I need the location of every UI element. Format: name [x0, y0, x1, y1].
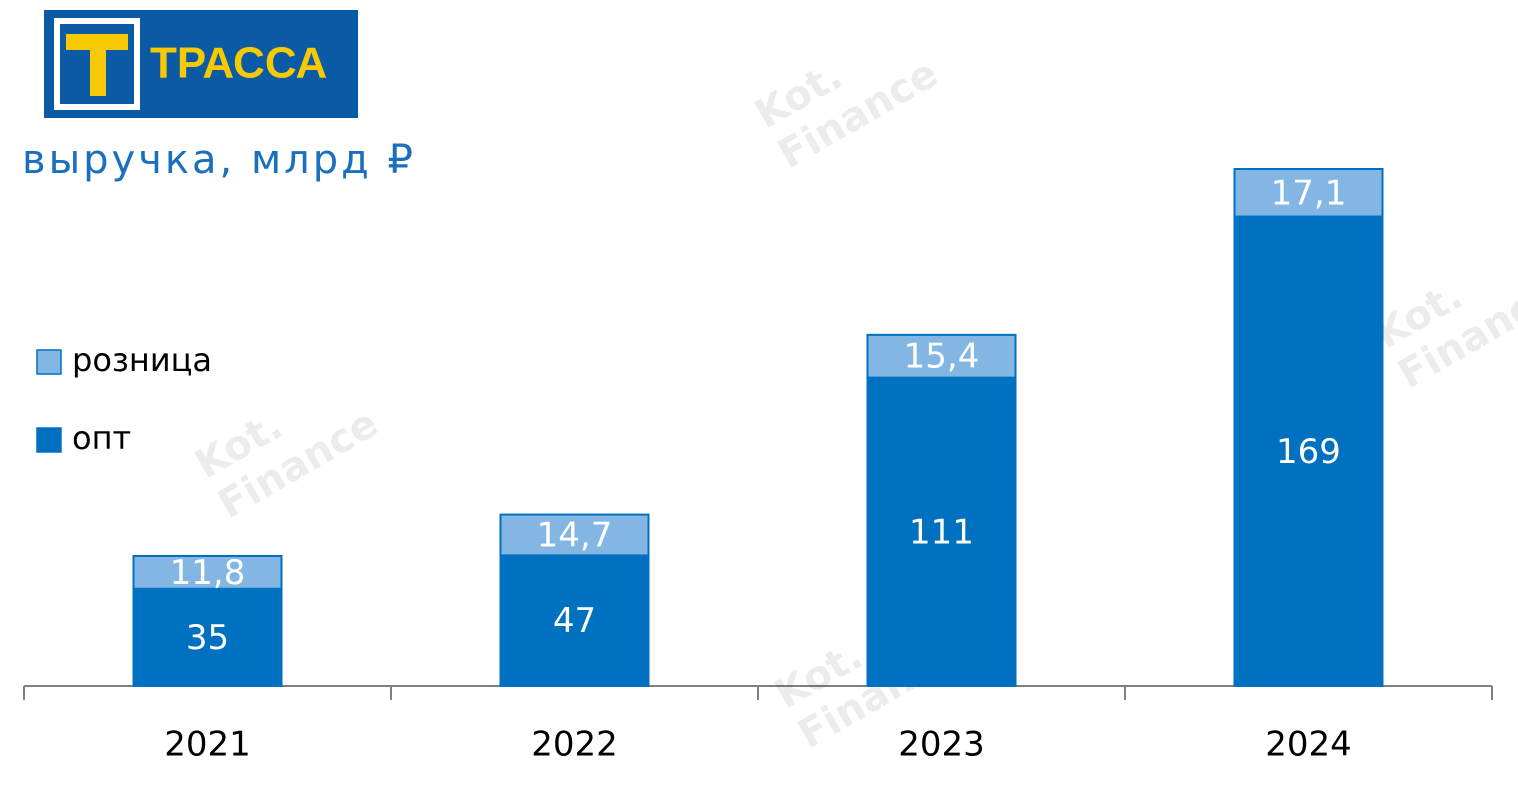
bar-segment	[866, 333, 1017, 379]
chart-title: выручка, млрд ₽	[22, 137, 416, 183]
data-label: 17,1	[1271, 173, 1347, 213]
logo-icon-stem	[90, 34, 106, 96]
bar-segment	[499, 554, 650, 687]
watermark: Kot.Finance	[748, 50, 946, 178]
data-label: 14,7	[537, 516, 613, 556]
bar-segment	[866, 376, 1017, 687]
x-tick-label: 2023	[898, 725, 985, 765]
watermark: Kot.Finance	[1368, 270, 1518, 398]
data-label: 35	[186, 618, 229, 658]
bar-segment	[499, 513, 650, 557]
legend-label: опт	[72, 419, 131, 457]
bar-segment	[132, 554, 283, 590]
legend-label: розница	[72, 341, 212, 379]
data-label: 11,8	[170, 553, 246, 593]
logo: ТРАССА	[44, 10, 358, 118]
watermark: Kot.Finance	[188, 400, 386, 528]
x-tick-label: 2021	[164, 725, 251, 765]
logo-text: ТРАССА	[150, 39, 327, 88]
legend-swatch	[36, 349, 62, 375]
data-label: 15,4	[904, 337, 980, 377]
data-label: 111	[909, 512, 974, 552]
bar-segment	[1233, 215, 1384, 688]
data-label: 169	[1276, 432, 1341, 472]
x-tick-label: 2024	[1265, 725, 1352, 765]
legend-swatch	[36, 427, 62, 453]
bar-segment	[1233, 168, 1384, 218]
x-tick-label: 2022	[531, 725, 618, 765]
bar-segment	[132, 587, 283, 688]
data-label: 47	[553, 601, 596, 641]
